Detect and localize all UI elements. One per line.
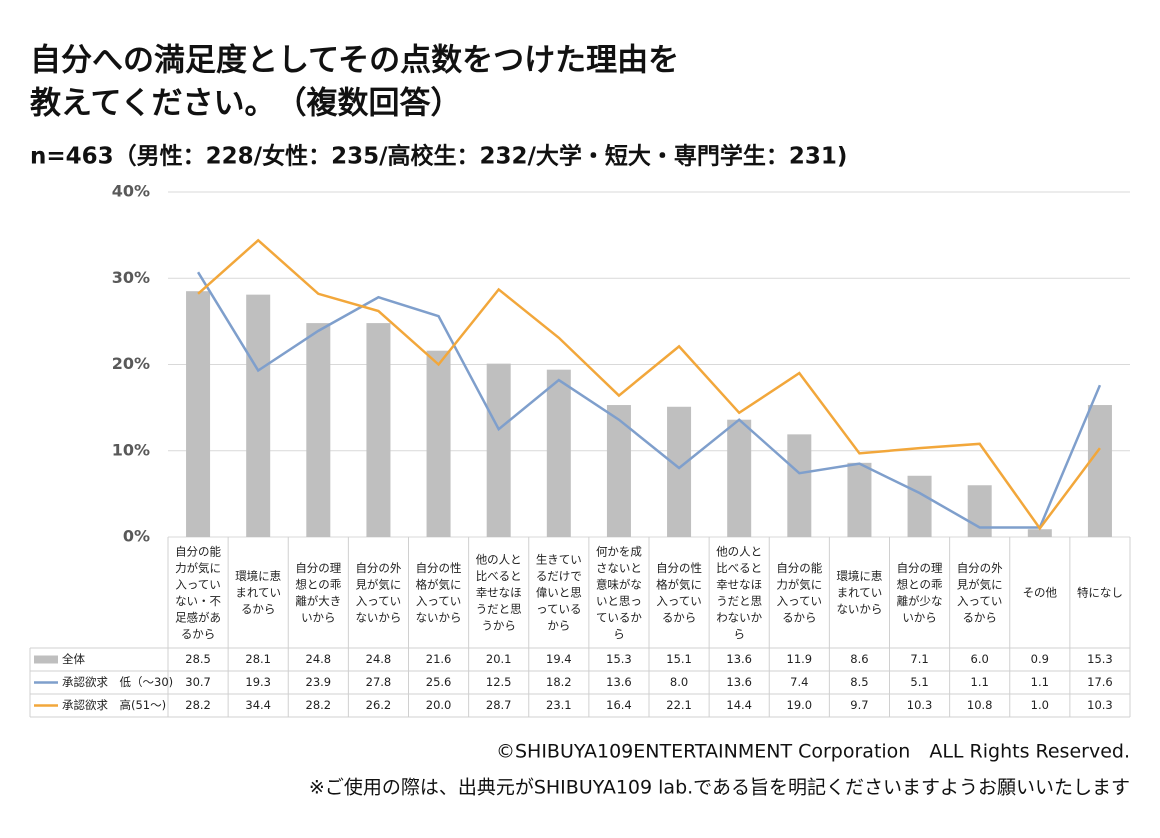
table-value: 16.4 — [606, 698, 632, 712]
bar — [907, 475, 932, 537]
bar — [246, 294, 271, 537]
copyright: ©SHIBUYA109ENTERTAINMENT Corporation ALL… — [496, 741, 1130, 763]
table-value: 14.4 — [726, 698, 752, 712]
bar — [606, 405, 631, 537]
bar — [366, 323, 391, 537]
x-tick-label: 他の人と比べると幸せなほうだと思わないから — [716, 544, 762, 641]
table-value: 28.5 — [185, 652, 211, 666]
bar — [787, 434, 812, 537]
table-value: 15.1 — [666, 652, 692, 666]
chart-title: 自分への満足度としてその点数をつけた理由を — [30, 43, 679, 79]
bar — [667, 406, 692, 537]
usage-note: ※ご使用の際は、出典元がSHIBUYA109 lab.である旨を明記くださいます… — [309, 777, 1130, 799]
y-tick-label: 40% — [112, 182, 150, 201]
table-value: 11.9 — [787, 652, 813, 666]
x-tick-label: 自分の能力が気に入っているから — [776, 560, 822, 624]
y-tick-label: 30% — [112, 268, 150, 287]
bar — [967, 485, 992, 537]
table-value: 20.1 — [486, 652, 512, 666]
bar — [426, 350, 451, 537]
table-value: 17.6 — [1087, 675, 1113, 689]
x-tick-label: 環境に恵まれているから — [235, 569, 281, 616]
legend-label: 全体 — [62, 652, 85, 666]
table-value: 19.3 — [245, 675, 271, 689]
chart-title: 教えてください。 （複数回答） — [30, 86, 462, 122]
table-value: 13.6 — [726, 675, 752, 689]
table-value: 1.0 — [1031, 698, 1049, 712]
table-value: 1.1 — [971, 675, 989, 689]
x-tick-label: 環境に恵まれていないから — [836, 569, 882, 616]
x-tick-label: 生きているだけで偉いと思っているから — [536, 552, 582, 632]
legend-swatch — [34, 655, 58, 664]
y-tick-label: 20% — [112, 354, 150, 373]
table-value: 20.0 — [426, 698, 452, 712]
table-value: 13.6 — [726, 652, 752, 666]
table-value: 6.0 — [971, 652, 989, 666]
table-value: 28.2 — [306, 698, 332, 712]
table-value: 0.9 — [1031, 652, 1049, 666]
table-value: 22.1 — [666, 698, 692, 712]
table-value: 28.1 — [245, 652, 271, 666]
table-value: 24.8 — [306, 652, 332, 666]
x-tick-label: 自分の性格が気に入っていないから — [416, 560, 462, 624]
x-tick-label: 他の人と比べると幸せなほうだと思うから — [476, 552, 522, 632]
line — [196, 271, 1102, 529]
table-value: 26.2 — [366, 698, 392, 712]
table-value: 12.5 — [486, 675, 512, 689]
table-value: 24.8 — [366, 652, 392, 666]
table-value: 21.6 — [426, 652, 452, 666]
bar — [186, 291, 211, 537]
x-tick-label: その他 — [1023, 585, 1058, 599]
x-tick-label: 自分の外見が気に入っているから — [957, 560, 1003, 624]
legend-label: 承認欲求 低（～30) — [62, 675, 173, 689]
table-value: 28.2 — [185, 698, 211, 712]
table-value: 30.7 — [185, 675, 211, 689]
legend-label: 承認欲求 高(51～) — [62, 698, 166, 712]
table-value: 10.8 — [967, 698, 993, 712]
x-tick-label: 特になし — [1077, 585, 1123, 599]
table-value: 25.6 — [426, 675, 452, 689]
table-value: 34.4 — [245, 698, 271, 712]
table-value: 7.4 — [790, 675, 808, 689]
table-value: 15.3 — [1087, 652, 1113, 666]
bar — [847, 462, 872, 537]
bar — [1087, 405, 1112, 537]
table-value: 28.7 — [486, 698, 512, 712]
bar — [486, 363, 511, 537]
table-value: 27.8 — [366, 675, 392, 689]
table-value: 19.0 — [787, 698, 813, 712]
table-value: 8.6 — [850, 652, 868, 666]
table-value: 9.7 — [850, 698, 868, 712]
chart-subtitle: n=463（男性：228/女性：235/高校生：232/大学・短大・専門学生：2… — [30, 143, 847, 170]
y-tick-label: 10% — [112, 440, 150, 459]
table-value: 7.1 — [910, 652, 928, 666]
x-tick-label: 何かを成さないと意味がないと思っているから — [596, 544, 642, 641]
table-value: 19.4 — [546, 652, 572, 666]
x-tick-label: 自分の性格が気に入っているから — [656, 560, 702, 624]
x-tick-label: 自分の理想との乖離が少ないから — [897, 560, 943, 624]
table-value: 10.3 — [907, 698, 933, 712]
bar — [727, 419, 752, 537]
bar — [1027, 529, 1052, 537]
table-value: 13.6 — [606, 675, 632, 689]
table-value: 10.3 — [1087, 698, 1113, 712]
x-tick-label: 自分の理想との乖離が大きいから — [295, 560, 341, 624]
bar — [546, 369, 571, 537]
x-tick-label: 自分の外見が気に入っていないから — [355, 560, 401, 624]
bar — [306, 323, 331, 537]
table-value: 5.1 — [910, 675, 928, 689]
y-tick-label: 0% — [123, 527, 150, 546]
table-value: 8.0 — [670, 675, 688, 689]
table-value: 15.3 — [606, 652, 632, 666]
table-value: 23.1 — [546, 698, 572, 712]
table-value: 18.2 — [546, 675, 572, 689]
line — [197, 238, 1101, 531]
table-value: 1.1 — [1031, 675, 1049, 689]
x-tick-label: 自分の能力が気に入っていない・不足感があるから — [175, 544, 221, 641]
table-value: 8.5 — [850, 675, 868, 689]
table-value: 23.9 — [306, 675, 332, 689]
